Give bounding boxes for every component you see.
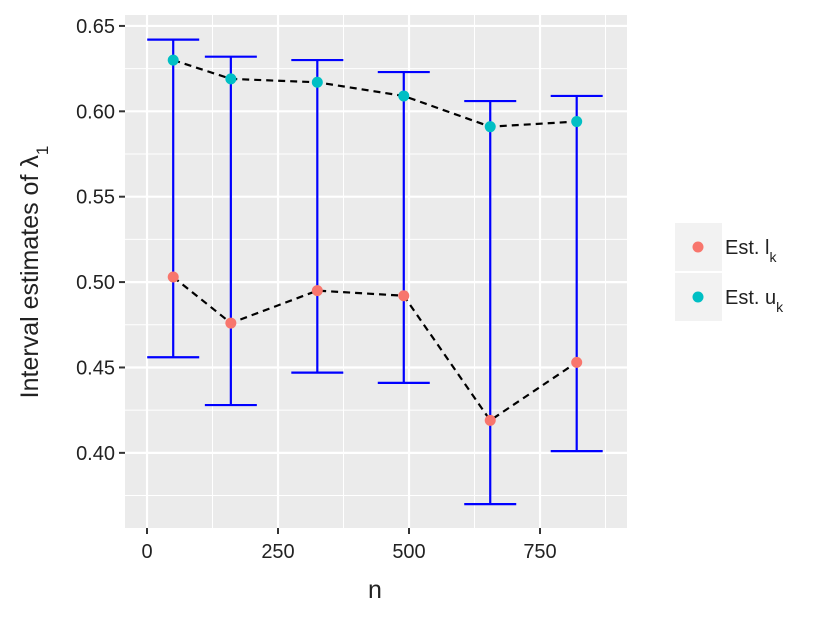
- point: [225, 73, 237, 85]
- legend-marker: [692, 291, 704, 303]
- legend-label-sub: k: [776, 299, 784, 315]
- point: [398, 90, 410, 102]
- dashed-line: [172, 276, 578, 422]
- legend-label: Est. lk: [725, 237, 777, 265]
- y-tick-label: 0.45: [76, 357, 115, 379]
- y-tick-label: 0.65: [76, 16, 115, 38]
- legend-label-text: Est. u: [725, 287, 776, 309]
- x-tick-label: 500: [392, 541, 425, 563]
- point: [484, 414, 496, 426]
- point: [571, 116, 583, 128]
- point: [311, 285, 323, 297]
- point: [225, 317, 237, 329]
- point: [484, 121, 496, 133]
- legend-label-sub: k: [769, 249, 777, 265]
- legend-label: Est. uk: [725, 287, 784, 315]
- point: [311, 76, 323, 88]
- y-tick-label: 0.50: [76, 272, 115, 294]
- y-axis-title-sub: 1: [33, 146, 52, 155]
- panel: [125, 15, 627, 528]
- dashed-line: [172, 59, 577, 128]
- legend-marker: [692, 241, 704, 253]
- point: [571, 356, 583, 368]
- point: [167, 54, 179, 66]
- x-axis-title: n: [368, 576, 382, 604]
- y-tick-label: 0.55: [76, 187, 115, 209]
- x-tick-label: 0: [141, 541, 152, 563]
- y-tick-label: 0.40: [76, 443, 115, 465]
- x-tick-label: 750: [523, 541, 556, 563]
- point: [167, 271, 179, 283]
- x-tick-label: 250: [261, 541, 294, 563]
- point: [398, 290, 410, 302]
- y-tick-label: 0.60: [76, 101, 115, 123]
- legend-label-text: Est. l: [725, 237, 769, 259]
- y-axis-title-text: Interval estimates of λ: [16, 155, 44, 399]
- y-axis-title: Interval estimates of λ1: [16, 146, 52, 399]
